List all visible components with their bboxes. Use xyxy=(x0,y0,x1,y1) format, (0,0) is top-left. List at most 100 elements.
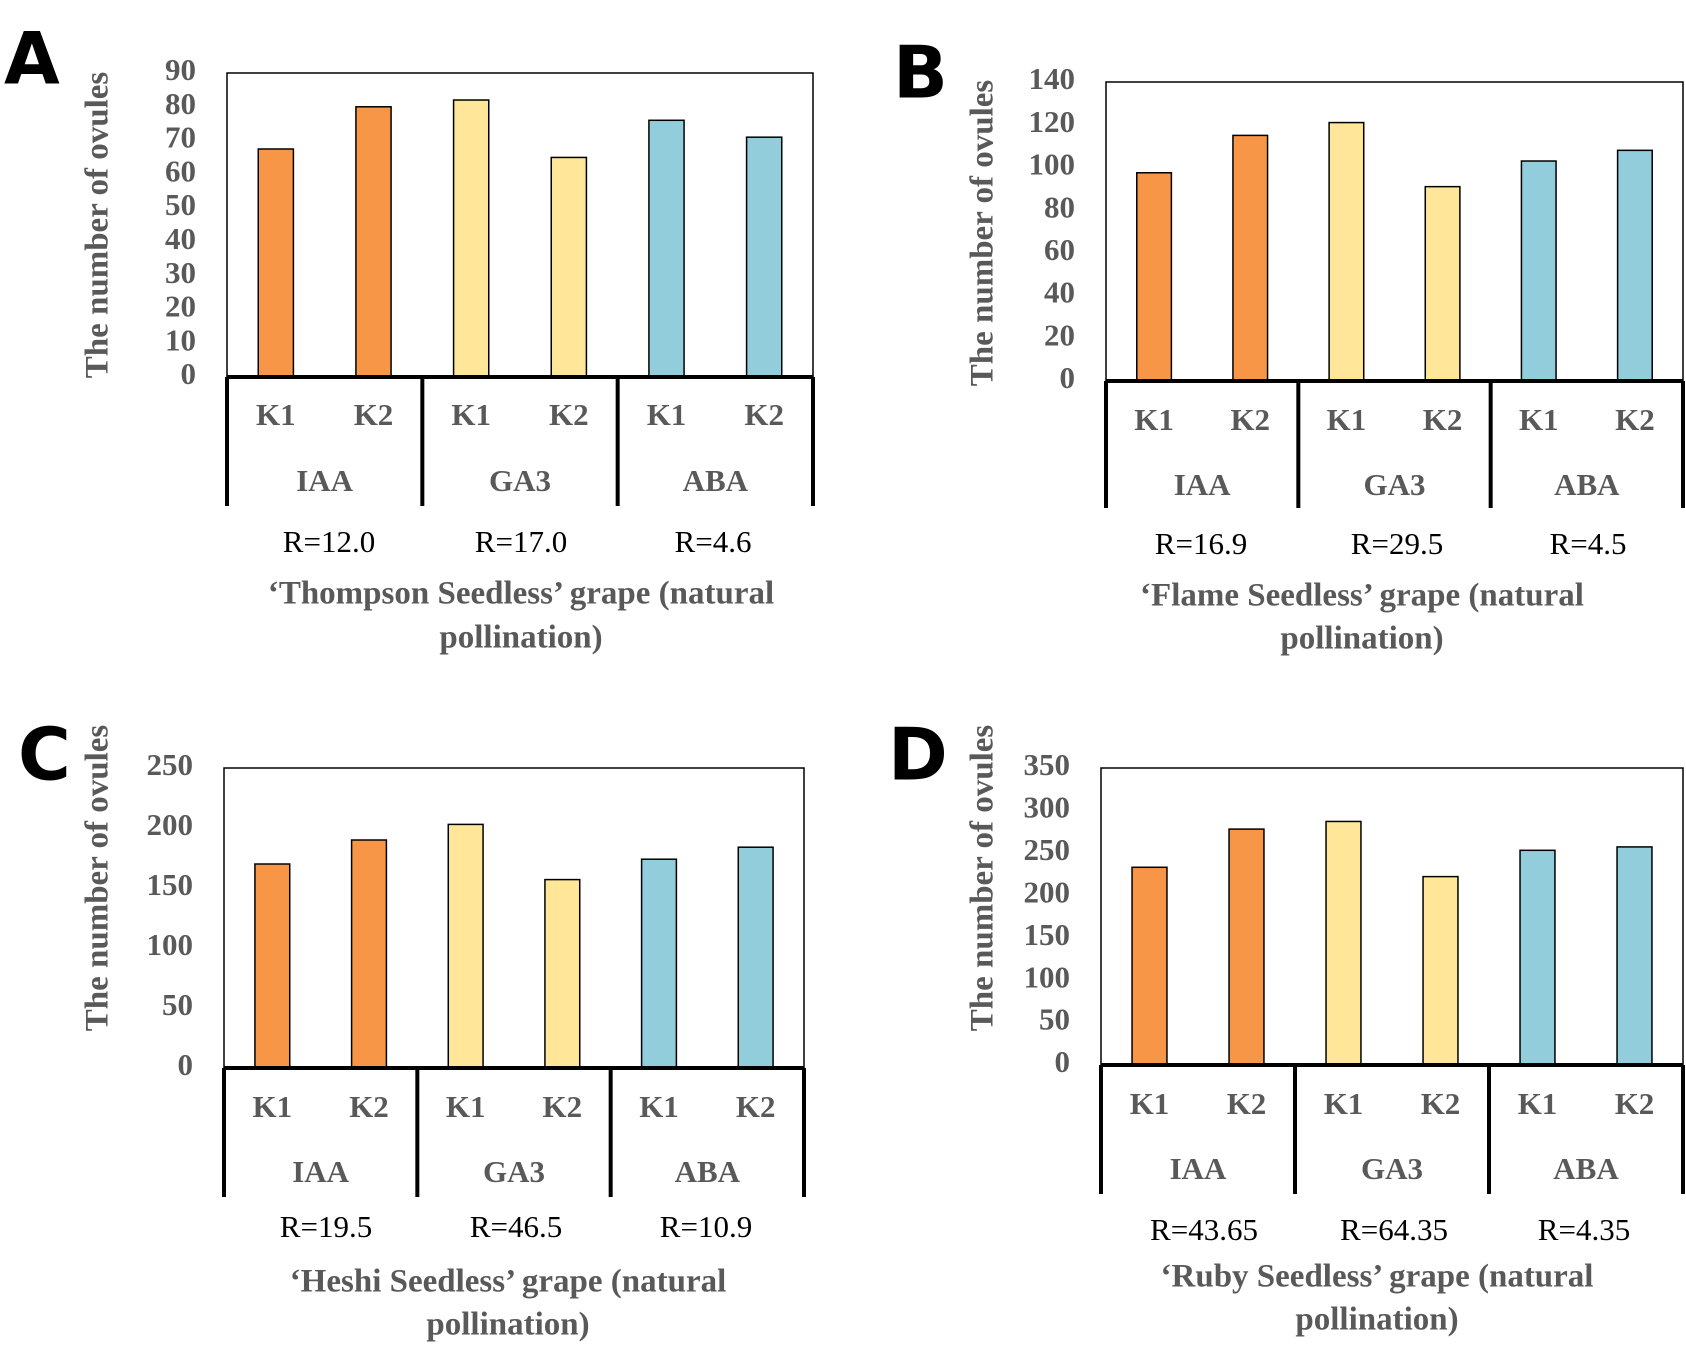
x-subcategory-label: K1 xyxy=(451,397,491,432)
y-tick-label: 50 xyxy=(1039,1002,1070,1037)
bar-aba-k1 xyxy=(1519,849,1556,1066)
chart-caption: ‘Ruby Seedless’ grape (natural xyxy=(1161,1259,1594,1295)
plot-area xyxy=(223,767,805,1069)
y-tick-label: 40 xyxy=(165,221,196,256)
x-group-label: IAA xyxy=(1174,467,1231,502)
bar-ga3-k1 xyxy=(1328,121,1365,382)
r-value-annotation: R=19.5 xyxy=(280,1209,372,1244)
chart-caption: ‘Thompson Seedless’ grape (natural xyxy=(268,576,774,612)
y-tick-label: 0 xyxy=(1060,360,1076,395)
y-tick-label: 0 xyxy=(181,356,197,391)
bar-ga3-k1 xyxy=(452,99,490,378)
chart-panel-c: C 0 50 100 150 200 250 The number of ovules K1 K2… xyxy=(18,713,806,1343)
r-value-annotation: R=4.35 xyxy=(1538,1212,1630,1247)
x-subcategory-label: K2 xyxy=(744,397,784,432)
r-value-annotation: R=10.9 xyxy=(660,1209,752,1244)
x-subcategory-label: K1 xyxy=(1134,402,1174,437)
y-axis-label: The number of ovules xyxy=(965,80,1001,387)
r-value-annotation: R=4.6 xyxy=(675,524,752,559)
y-tick-label: 100 xyxy=(147,927,194,962)
y-tick-label: 20 xyxy=(165,289,196,324)
chart-caption: pollination) xyxy=(426,1307,589,1343)
plot-area xyxy=(226,72,814,378)
y-tick-label: 60 xyxy=(165,153,196,188)
chart-caption: pollination) xyxy=(1295,1302,1458,1338)
y-tick-label: 80 xyxy=(1044,189,1075,224)
bar-aba-k2 xyxy=(1616,149,1653,382)
x-subcategory-label: K2 xyxy=(349,1089,389,1124)
y-tick-label: 0 xyxy=(1055,1044,1071,1079)
r-value-annotation: R=46.5 xyxy=(470,1209,562,1244)
y-tick-label: 90 xyxy=(165,52,196,87)
bar-ga3-k2 xyxy=(544,878,581,1069)
bar-iaa-k1 xyxy=(254,863,291,1069)
bar-aba-k1 xyxy=(648,119,685,378)
x-subcategory-label: K2 xyxy=(549,397,589,432)
y-tick-label: 50 xyxy=(165,187,196,222)
y-tick-label: 150 xyxy=(147,867,194,902)
plot-area xyxy=(1105,81,1684,382)
y-tick-label: 70 xyxy=(165,120,196,155)
x-subcategory-label: K2 xyxy=(1615,402,1655,437)
x-group-label: ABA xyxy=(1553,1151,1619,1186)
x-subcategory-label: K1 xyxy=(1324,1086,1364,1121)
r-value-annotation: R=29.5 xyxy=(1351,526,1443,561)
y-tick-label: 60 xyxy=(1044,232,1075,267)
bar-ga3-k1 xyxy=(1325,820,1362,1066)
bar-iaa-k1 xyxy=(1131,866,1168,1066)
panel-letter: C xyxy=(18,713,71,797)
panel-letter: D xyxy=(888,713,948,797)
r-value-annotation: R=16.9 xyxy=(1155,526,1247,561)
x-subcategory-label: K2 xyxy=(736,1089,776,1124)
chart-caption: pollination) xyxy=(439,620,602,656)
y-tick-label: 300 xyxy=(1024,790,1071,825)
r-value-annotation: R=43.65 xyxy=(1150,1212,1258,1247)
y-tick-label: 10 xyxy=(165,322,196,357)
bar-iaa-k2 xyxy=(1228,828,1265,1066)
x-group-label: GA3 xyxy=(483,1154,545,1189)
bar-aba-k2 xyxy=(745,136,783,378)
x-group-label: GA3 xyxy=(1364,467,1426,502)
panel-letter: B xyxy=(893,31,948,115)
y-tick-label: 140 xyxy=(1029,61,1076,96)
x-group-label: ABA xyxy=(1554,467,1620,502)
x-subcategory-label: K1 xyxy=(1518,1086,1558,1121)
bar-iaa-k1 xyxy=(1136,172,1173,382)
bar-iaa-k2 xyxy=(355,106,392,378)
y-tick-label: 200 xyxy=(147,807,194,842)
chart-panel-d: D 0 50 100 150 200 250 300 350 The number of ovul… xyxy=(888,713,1685,1338)
x-subcategory-label: K2 xyxy=(1230,402,1270,437)
x-subcategory-label: K1 xyxy=(253,1089,293,1124)
y-tick-label: 100 xyxy=(1029,147,1076,182)
r-value-annotation: R=64.35 xyxy=(1340,1212,1448,1247)
bar-aba-k1 xyxy=(1520,160,1557,382)
r-value-annotation: R=12.0 xyxy=(283,524,375,559)
x-subcategory-label: K2 xyxy=(1423,402,1463,437)
y-tick-label: 350 xyxy=(1024,747,1071,782)
panel-letter: A xyxy=(4,17,60,101)
y-tick-label: 200 xyxy=(1024,874,1071,909)
y-tick-label: 40 xyxy=(1044,275,1075,310)
x-subcategory-label: K2 xyxy=(354,397,394,432)
chart-caption: ‘Flame Seedless’ grape (natural xyxy=(1140,578,1584,614)
x-group-label: GA3 xyxy=(1361,1151,1423,1186)
y-tick-label: 20 xyxy=(1044,317,1075,352)
y-tick-label: 250 xyxy=(147,747,194,782)
x-subcategory-label: K2 xyxy=(543,1089,583,1124)
y-tick-label: 30 xyxy=(165,255,196,290)
x-subcategory-label: K1 xyxy=(1327,402,1367,437)
y-axis-label: The number of ovules xyxy=(965,725,1001,1032)
y-tick-label: 50 xyxy=(162,987,193,1022)
x-subcategory-label: K2 xyxy=(1615,1086,1655,1121)
bar-iaa-k2 xyxy=(1232,134,1269,382)
bar-aba-k2 xyxy=(737,846,774,1069)
x-group-label: GA3 xyxy=(489,463,551,498)
y-tick-label: 150 xyxy=(1024,917,1071,952)
y-tick-label: 80 xyxy=(165,86,196,121)
x-subcategory-label: K1 xyxy=(647,397,687,432)
x-subcategory-label: K2 xyxy=(1227,1086,1267,1121)
chart-panel-b: B 0 20 40 60 80 100 120 140 The number of ovules K… xyxy=(893,31,1685,657)
chart-caption: pollination) xyxy=(1280,621,1443,657)
